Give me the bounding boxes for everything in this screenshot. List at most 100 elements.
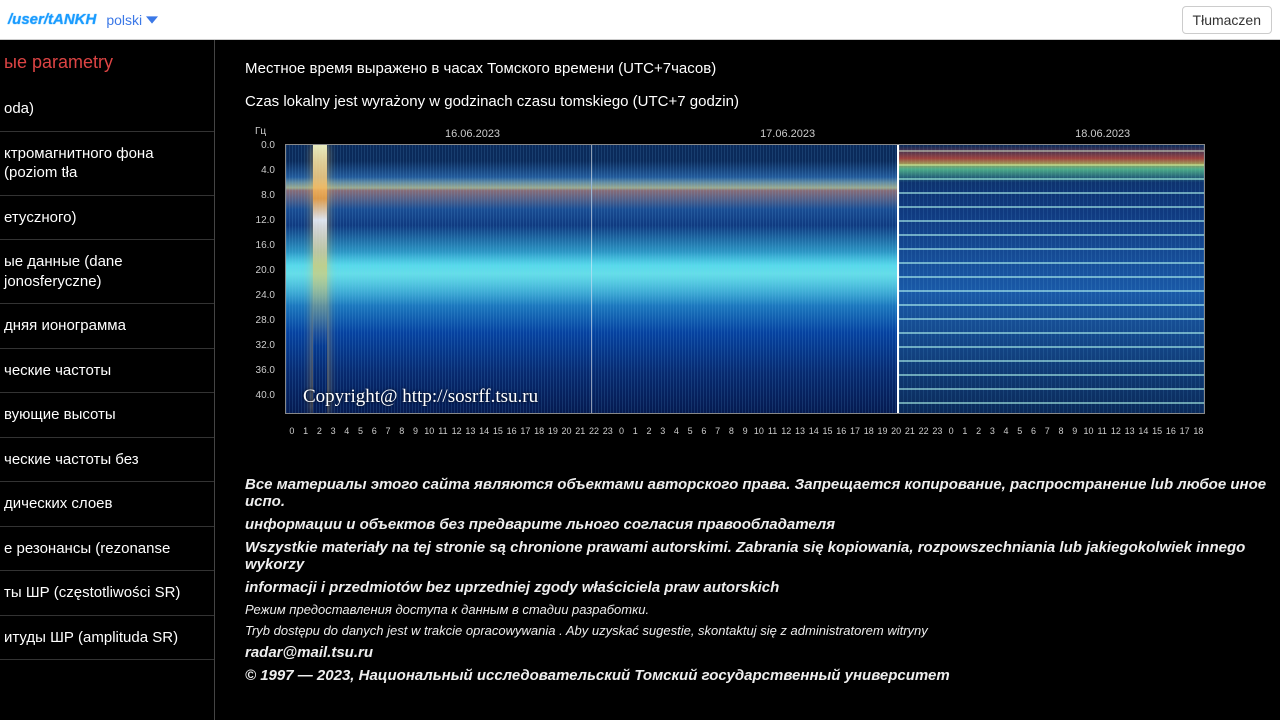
x-tick: 8	[395, 426, 409, 436]
x-tick: 7	[381, 426, 395, 436]
x-tick: 17	[848, 426, 862, 436]
y-tick: 12.0	[251, 215, 275, 240]
sidebar-item[interactable]: e резонансы (rezonanse	[0, 527, 214, 572]
y-tick: 8.0	[251, 190, 275, 215]
mode-ru: Режим предоставления доступа к данным в …	[245, 602, 1280, 617]
x-tick: 22	[587, 426, 601, 436]
chart-copyright-overlay: Copyright@ http://sosrff.tsu.ru	[303, 386, 538, 408]
spectrogram-chart: Гц 0.0 4.0 8.0 12.0 16.0 20.0 24.0 28.0 …	[245, 126, 1205, 436]
x-tick: 16	[1164, 426, 1178, 436]
date-label: 18.06.2023	[1075, 128, 1130, 140]
x-tick: 9	[738, 426, 752, 436]
x-tick: 3	[656, 426, 670, 436]
x-tick: 16	[505, 426, 519, 436]
sidebar-item[interactable]: етуczного)	[0, 196, 214, 241]
date-label: 16.06.2023	[445, 128, 500, 140]
language-label: polski	[106, 12, 142, 28]
x-tick: 18	[862, 426, 876, 436]
x-tick: 7	[711, 426, 725, 436]
x-tick: 7	[1040, 426, 1054, 436]
x-tick: 3	[985, 426, 999, 436]
mode-pl: Tryb dostępu do danych jest w trakcie op…	[245, 623, 1280, 638]
x-tick: 17	[1178, 426, 1192, 436]
sidebar-item[interactable]: ческие частоты без	[0, 438, 214, 483]
y-tick: 40.0	[251, 390, 275, 415]
x-tick: 12	[450, 426, 464, 436]
x-tick: 1	[299, 426, 313, 436]
x-tick: 11	[766, 426, 780, 436]
x-tick: 1	[628, 426, 642, 436]
date-label: 17.06.2023	[760, 128, 815, 140]
sidebar-item[interactable]: ческие частоты	[0, 349, 214, 394]
x-tick: 15	[1150, 426, 1164, 436]
x-tick: 6	[1027, 426, 1041, 436]
x-tick: 12	[779, 426, 793, 436]
x-tick: 6	[697, 426, 711, 436]
x-tick: 3	[326, 426, 340, 436]
x-tick: 16	[834, 426, 848, 436]
sidebar-item[interactable]: oda)	[0, 87, 214, 132]
x-tick: 2	[312, 426, 326, 436]
x-tick: 5	[1013, 426, 1027, 436]
x-tick: 23	[601, 426, 615, 436]
x-tick: 11	[1095, 426, 1109, 436]
contact-email[interactable]: radar@mail.tsu.ru	[245, 644, 1280, 661]
y-axis-unit: Гц	[255, 126, 266, 137]
rights-pl-2: informacji i przedmiotów bez uprzedniej …	[245, 579, 1280, 596]
x-tick: 9	[409, 426, 423, 436]
x-tick: 13	[464, 426, 478, 436]
url-fragment: /user/tANKH	[8, 11, 96, 28]
sidebar-item[interactable]: ты ШР (częstotliwości SR)	[0, 571, 214, 616]
x-tick: 2	[972, 426, 986, 436]
spectrogram-day-3	[897, 145, 1204, 413]
y-axis-ticks: 0.0 4.0 8.0 12.0 16.0 20.0 24.0 28.0 32.…	[251, 140, 275, 415]
x-tick: 4	[999, 426, 1013, 436]
y-tick: 0.0	[251, 140, 275, 165]
rights-pl-1: Wszystkie materiały na tej stronie są ch…	[245, 539, 1280, 573]
x-tick: 14	[477, 426, 491, 436]
spectrogram-day-1	[286, 145, 591, 413]
x-tick: 18	[1191, 426, 1205, 436]
sidebar-item[interactable]: дняя ионограмма	[0, 304, 214, 349]
x-tick: 23	[931, 426, 945, 436]
x-tick: 4	[670, 426, 684, 436]
sidebar: ые parametry oda) ктромагнитного фона (p…	[0, 40, 215, 720]
sidebar-item[interactable]: ктромагнитного фона (poziom tła	[0, 132, 214, 196]
x-tick: 9	[1068, 426, 1082, 436]
rights-ru-2: информации и объектов без предварите льн…	[245, 516, 1280, 533]
main-content: Местное время выражено в часах Томского …	[215, 40, 1280, 720]
x-tick: 4	[340, 426, 354, 436]
x-tick: 1	[958, 426, 972, 436]
x-axis-ticks: 0123456789101112131415161718192021222301…	[285, 426, 1205, 436]
language-selector[interactable]: polski	[106, 12, 158, 28]
y-tick: 20.0	[251, 265, 275, 290]
x-tick: 0	[615, 426, 629, 436]
sidebar-item[interactable]: вующие высоты	[0, 393, 214, 438]
translate-button[interactable]: Tłumaczen	[1182, 6, 1272, 34]
footer-text: Все материалы этого сайта являются объек…	[245, 476, 1280, 684]
copyright-line: © 1997 — 2023, Национальный исследовател…	[245, 667, 1280, 684]
sidebar-item[interactable]: итуды ШР (amplituda SR)	[0, 616, 214, 661]
spectrogram-day-2	[591, 145, 897, 413]
y-tick: 32.0	[251, 340, 275, 365]
time-note-ru: Местное время выражено в часах Томского …	[245, 60, 1280, 77]
topbar-left: /user/tANKH polski	[8, 11, 158, 28]
y-tick: 36.0	[251, 365, 275, 390]
date-labels: 16.06.2023 17.06.2023 18.06.2023	[285, 128, 1205, 140]
spectrogram-plot	[285, 144, 1205, 414]
x-tick: 15	[491, 426, 505, 436]
x-tick: 8	[725, 426, 739, 436]
y-tick: 24.0	[251, 290, 275, 315]
x-tick: 17	[518, 426, 532, 436]
x-tick: 10	[1082, 426, 1096, 436]
x-tick: 19	[546, 426, 560, 436]
rights-ru-1: Все материалы этого сайта являются объек…	[245, 476, 1280, 510]
x-tick: 12	[1109, 426, 1123, 436]
x-tick: 15	[821, 426, 835, 436]
x-tick: 21	[903, 426, 917, 436]
y-tick: 4.0	[251, 165, 275, 190]
sidebar-item[interactable]: ые данные (dane jonosferyczne)	[0, 240, 214, 304]
x-tick: 8	[1054, 426, 1068, 436]
sidebar-item[interactable]: дических слоев	[0, 482, 214, 527]
x-tick: 14	[1137, 426, 1151, 436]
